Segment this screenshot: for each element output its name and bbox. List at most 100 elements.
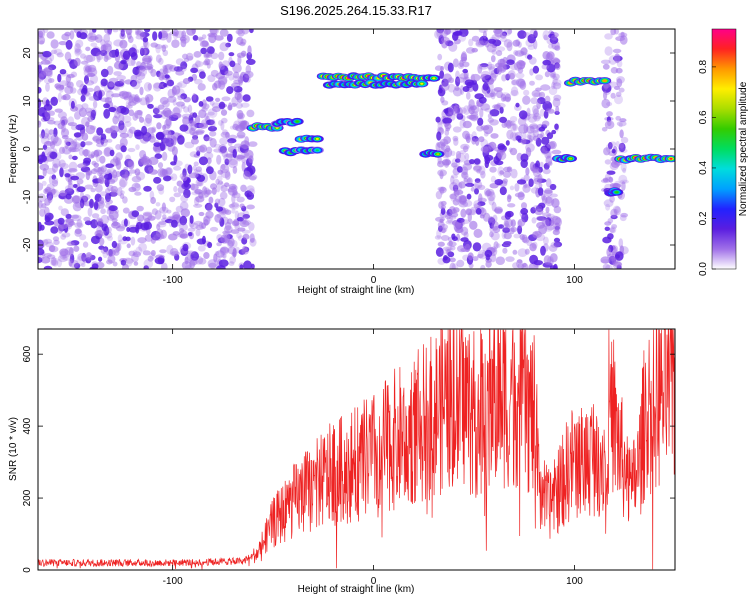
noise-blob xyxy=(464,133,471,141)
noise-blob xyxy=(158,220,167,225)
noise-blob xyxy=(100,39,106,47)
noise-blob xyxy=(88,29,93,39)
noise-blob xyxy=(604,226,610,231)
noise-blob xyxy=(93,201,99,210)
noise-blob xyxy=(483,212,491,222)
noise-blob xyxy=(74,47,81,57)
noise-blob xyxy=(220,246,229,255)
noise-blob xyxy=(440,204,446,210)
noise-blob xyxy=(220,120,225,131)
noise-blob xyxy=(502,178,508,184)
noise-blob xyxy=(111,240,118,249)
noise-blob xyxy=(52,177,59,185)
noise-blob xyxy=(159,168,169,177)
noise-blob xyxy=(501,122,508,128)
noise-blob xyxy=(495,256,505,266)
noise-blob xyxy=(220,184,228,193)
noise-blob xyxy=(68,154,73,160)
noise-blob xyxy=(105,163,115,168)
noise-blob xyxy=(460,219,471,225)
noise-blob xyxy=(147,255,154,262)
noise-blob xyxy=(163,67,169,75)
noise-blob xyxy=(153,114,163,119)
noise-blob xyxy=(541,146,548,155)
noise-blob xyxy=(453,112,463,117)
noise-blob xyxy=(233,185,238,191)
noise-blob xyxy=(60,234,67,240)
noise-blob xyxy=(101,223,108,232)
snr-y-tick-label: 0 xyxy=(22,567,33,573)
noise-blob xyxy=(223,182,230,187)
colorbar: 0.0 0.2 0.4 0.6 0.8 Normalized spectral ampl… xyxy=(698,28,749,276)
noise-blob xyxy=(438,186,447,194)
noise-blob xyxy=(531,241,538,249)
noise-blob xyxy=(610,214,618,220)
noise-blob xyxy=(218,101,226,110)
noise-blob xyxy=(228,52,235,57)
noise-blob xyxy=(112,156,119,163)
noise-blob xyxy=(125,161,134,169)
noise-blob xyxy=(248,222,255,231)
noise-blob xyxy=(157,104,165,110)
noise-blob xyxy=(97,219,103,228)
spectral-line-segment xyxy=(669,157,673,160)
spectral-line-segment xyxy=(315,137,319,140)
noise-blob xyxy=(498,224,504,229)
noise-blob xyxy=(80,141,86,148)
noise-blob xyxy=(57,92,63,103)
noise-blob xyxy=(98,245,105,250)
noise-blob xyxy=(128,250,136,257)
noise-blob xyxy=(249,237,257,247)
spectrogram-y-axis-title: Frequency (Hz) xyxy=(8,115,19,184)
noise-blob xyxy=(41,203,47,209)
noise-blob xyxy=(95,51,104,61)
noise-blob xyxy=(484,188,491,197)
noise-blob xyxy=(503,232,512,240)
noise-blob xyxy=(71,195,80,204)
noise-blob xyxy=(615,91,622,98)
noise-blob xyxy=(173,165,182,171)
noise-blob xyxy=(239,122,245,131)
noise-blob xyxy=(542,168,551,175)
figure-title: S196.2025.264.15.33.R17 xyxy=(280,3,432,18)
noise-blob xyxy=(169,248,179,257)
noise-blob xyxy=(527,113,538,124)
noise-blob xyxy=(181,261,192,269)
noise-blob xyxy=(232,190,238,196)
noise-blob xyxy=(173,160,183,167)
noise-blob xyxy=(437,160,445,168)
noise-blob xyxy=(221,149,228,158)
noise-blob xyxy=(149,190,155,200)
noise-blob xyxy=(499,37,508,42)
noise-blob xyxy=(131,253,139,263)
noise-blob xyxy=(204,202,213,211)
noise-blob xyxy=(480,264,486,269)
noise-blob xyxy=(445,157,450,166)
noise-blob xyxy=(550,193,558,198)
noise-blob xyxy=(84,75,89,85)
noise-blob xyxy=(517,30,527,39)
noise-blob xyxy=(132,112,138,121)
noise-blob xyxy=(108,82,115,88)
noise-blob xyxy=(50,257,57,266)
noise-blob xyxy=(142,211,153,217)
noise-blob xyxy=(161,44,167,53)
noise-blob xyxy=(456,113,464,120)
noise-blob xyxy=(139,135,149,144)
noise-blob xyxy=(456,152,466,163)
noise-blob xyxy=(608,81,618,88)
noise-blob xyxy=(38,73,44,82)
noise-blob xyxy=(58,41,67,46)
noise-blob xyxy=(201,99,207,109)
noise-blob xyxy=(507,70,516,80)
noise-blob xyxy=(232,148,237,159)
noise-blob xyxy=(516,179,527,185)
noise-blob xyxy=(241,29,250,35)
noise-blob xyxy=(94,230,104,238)
noise-blob xyxy=(64,173,71,178)
spectrogram-y-tick-label: 20 xyxy=(22,47,33,59)
noise-blob xyxy=(59,248,69,257)
noise-blob xyxy=(201,103,210,110)
noise-blob xyxy=(43,238,53,244)
noise-blob xyxy=(38,61,43,66)
